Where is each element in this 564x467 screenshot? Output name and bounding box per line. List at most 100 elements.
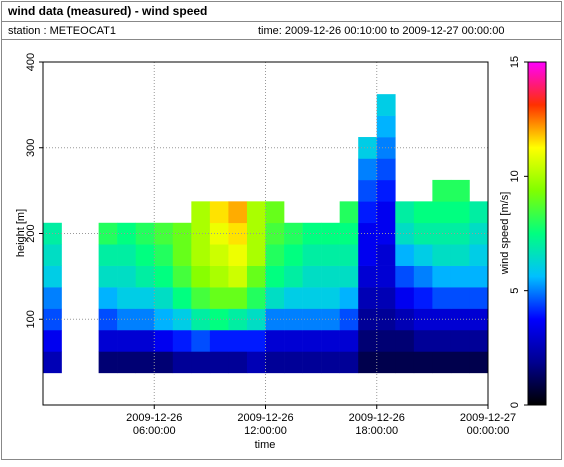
heat-cell xyxy=(376,179,396,202)
heat-cell xyxy=(228,308,248,331)
heat-cell xyxy=(265,265,285,288)
heat-cell xyxy=(265,329,285,352)
heat-cell xyxy=(154,244,174,266)
heat-cell xyxy=(395,244,415,266)
heat-cell xyxy=(172,265,192,288)
heat-cell xyxy=(413,287,433,309)
heat-cell xyxy=(432,179,452,202)
time-range: time: 2009-12-26 00:10:00 to 2009-12-27 … xyxy=(258,25,504,37)
heat-cell xyxy=(376,137,396,159)
heat-cell xyxy=(172,329,192,352)
heat-cell xyxy=(413,308,433,331)
heat-cell xyxy=(302,265,322,288)
heat-cell xyxy=(191,265,211,288)
heat-cell xyxy=(117,222,137,245)
heat-cell xyxy=(395,201,415,224)
heat-cell xyxy=(358,287,378,309)
heat-cell xyxy=(228,329,248,352)
heat-cell xyxy=(172,244,192,266)
heat-cell xyxy=(413,265,433,288)
heat-cell xyxy=(321,287,340,309)
heat-cell xyxy=(432,287,452,309)
heat-cell xyxy=(246,351,266,374)
heat-cell xyxy=(450,351,470,374)
heat-cell xyxy=(98,287,118,309)
heat-cell xyxy=(339,265,359,288)
heat-cell xyxy=(172,287,192,309)
heat-cell xyxy=(265,351,285,374)
heat-cell xyxy=(117,287,137,309)
station: station : METEOCAT1 xyxy=(8,25,116,37)
heat-cell xyxy=(117,329,137,352)
heat-cell xyxy=(154,329,174,352)
heat-cell xyxy=(117,244,137,266)
heat-cell xyxy=(376,329,396,352)
heat-cell xyxy=(395,308,415,331)
y-tick-label: 300 xyxy=(25,139,37,157)
heat-cell xyxy=(469,329,489,352)
heat-cell xyxy=(265,244,285,266)
heat-cell xyxy=(376,287,396,309)
heat-cell xyxy=(135,265,155,288)
heat-cell xyxy=(376,158,396,181)
heat-cell xyxy=(339,201,359,224)
heat-cell xyxy=(321,244,340,266)
y-tick-label: 400 xyxy=(25,53,37,71)
heat-cell xyxy=(321,308,340,331)
heat-cell xyxy=(302,244,322,266)
heat-cell xyxy=(358,179,378,202)
heat-cell xyxy=(284,265,303,288)
heat-cell xyxy=(469,287,489,309)
colorbar-label: wind speed [m/s] xyxy=(499,192,511,276)
heat-cell xyxy=(172,308,192,331)
heat-cell xyxy=(265,287,285,309)
colorbar-tick-label: 0 xyxy=(509,402,521,408)
heat-cell xyxy=(154,351,174,374)
heat-cell xyxy=(209,351,229,374)
heat-cell xyxy=(246,244,266,266)
heat-cell xyxy=(358,265,378,288)
heat-cell xyxy=(246,287,266,309)
heat-cell xyxy=(321,351,340,374)
heat-cell xyxy=(376,115,396,138)
heat-cell xyxy=(246,329,266,352)
heat-cell xyxy=(265,201,285,224)
heat-cell xyxy=(358,351,378,374)
heat-cell xyxy=(228,244,248,266)
heat-cell xyxy=(413,201,433,224)
colorbar-tick-label: 15 xyxy=(509,56,521,68)
heat-cell xyxy=(228,287,248,309)
heat-cell xyxy=(339,351,359,374)
heat-cell xyxy=(209,244,229,266)
heat-cell xyxy=(43,244,62,266)
heat-cell xyxy=(172,351,192,374)
heat-cell xyxy=(395,287,415,309)
heat-cell xyxy=(117,308,137,331)
heat-cell xyxy=(98,265,118,288)
heat-cell xyxy=(469,201,489,224)
heat-cell xyxy=(450,244,470,266)
heat-cell xyxy=(43,265,62,288)
heat-cell xyxy=(376,201,396,224)
plot-border xyxy=(42,61,489,406)
heat-cell xyxy=(228,201,248,224)
heat-cell xyxy=(450,287,470,309)
heat-cell xyxy=(321,329,340,352)
heat-cell xyxy=(432,265,452,288)
heat-cell xyxy=(284,351,303,374)
heat-cell xyxy=(98,308,118,331)
heat-cell xyxy=(413,329,433,352)
heat-cell xyxy=(172,222,192,245)
heat-cell xyxy=(339,287,359,309)
heat-cell xyxy=(154,287,174,309)
heat-cell xyxy=(376,94,396,116)
heat-cell xyxy=(376,265,396,288)
heat-cell xyxy=(302,329,322,352)
heat-cell xyxy=(228,351,248,374)
heat-cell xyxy=(228,265,248,288)
heat-cell xyxy=(191,287,211,309)
heat-cell xyxy=(395,265,415,288)
heat-cell xyxy=(209,265,229,288)
heat-cell xyxy=(191,222,211,245)
